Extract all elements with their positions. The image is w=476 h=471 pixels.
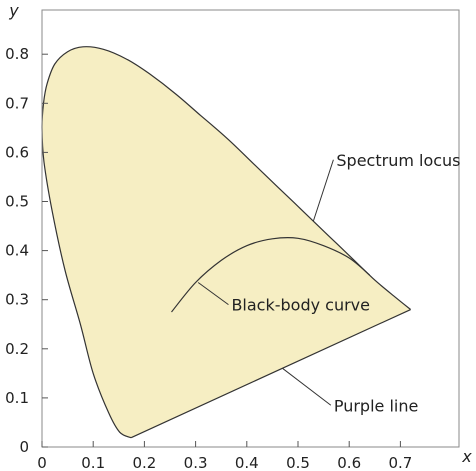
- gamut-region: [41, 46, 411, 438]
- x-tick-label: 0: [37, 454, 47, 471]
- y-tick-label: 0: [19, 438, 29, 456]
- black-body-curve-annotation: Black-body curve: [231, 296, 370, 315]
- y-tick-label: 0.6: [5, 143, 29, 161]
- x-axis-label: x: [461, 447, 472, 466]
- y-tick-label: 0.5: [5, 193, 29, 211]
- y-tick-label: 0.1: [5, 389, 29, 407]
- x-tick-label: 0.3: [184, 454, 208, 471]
- spectrum-locus-annotation: Spectrum locus: [336, 151, 460, 170]
- y-tick-label: 0.4: [5, 242, 29, 260]
- purple-line-leader: [282, 368, 332, 406]
- spectrum-locus-line: [41, 46, 411, 439]
- y-tick-label: 0.7: [5, 94, 29, 112]
- x-tick-label: 0.1: [81, 454, 105, 471]
- purple-line-annotation: Purple line: [334, 396, 419, 415]
- x-tick-label: 0.6: [337, 454, 361, 471]
- x-tick-label: 0.5: [286, 454, 310, 471]
- black-body-curve-leader: [197, 282, 229, 306]
- y-tick-label: 0.3: [5, 291, 29, 309]
- x-tick-label: 0.2: [132, 454, 156, 471]
- black-body-curve-line: [171, 237, 371, 313]
- x-tick-label: 0.7: [388, 454, 412, 471]
- y-axis-label: y: [8, 1, 19, 20]
- y-tick-label: 0.8: [5, 45, 29, 63]
- plot-frame: [41, 9, 460, 448]
- purple-line: [130, 308, 411, 439]
- x-tick-label: 0.4: [235, 454, 259, 471]
- y-tick-label: 0.2: [5, 340, 29, 358]
- spectrum-locus-leader: [312, 159, 334, 222]
